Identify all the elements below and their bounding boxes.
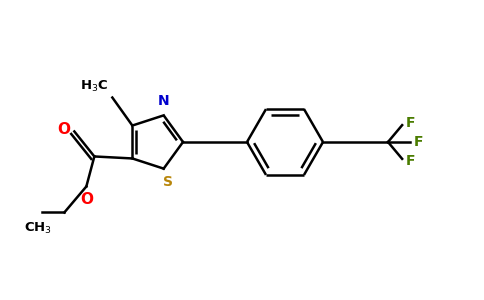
Text: O: O [80,193,93,208]
Text: F: F [406,154,416,168]
Text: O: O [57,122,70,137]
Text: S: S [163,175,173,189]
Text: F: F [406,116,416,130]
Text: F: F [414,135,424,149]
Text: CH$_3$: CH$_3$ [24,220,52,236]
Text: H$_3$C: H$_3$C [80,78,108,94]
Text: N: N [158,94,169,108]
